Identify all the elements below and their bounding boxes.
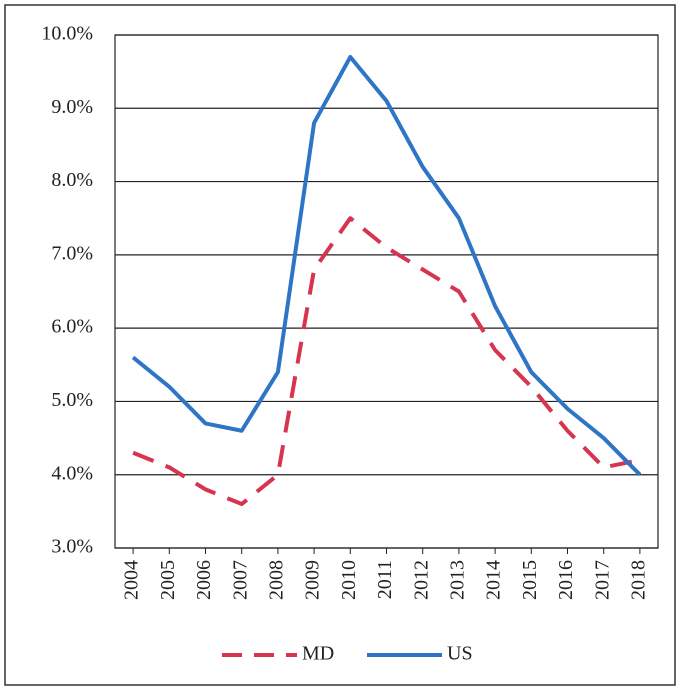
x-tick-label: 2016 [555, 560, 577, 600]
y-tick-label: 3.0% [51, 536, 93, 558]
x-tick-label: 2015 [519, 560, 541, 600]
y-tick-label: 9.0% [51, 96, 93, 118]
legend-label: US [447, 643, 473, 665]
x-tick-label: 2011 [374, 560, 396, 599]
x-tick-label: 2006 [193, 560, 215, 600]
y-tick-label: 10.0% [41, 23, 93, 45]
plot-border [114, 34, 659, 549]
x-tick-label: 2018 [627, 560, 649, 600]
frame [4, 4, 676, 686]
x-tick-label: 2012 [410, 560, 432, 600]
legend-label: MD [302, 643, 334, 665]
y-tick-label: 7.0% [51, 242, 93, 264]
y-tick-label: 4.0% [51, 462, 93, 484]
y-tick-label: 6.0% [51, 316, 93, 338]
series-line [132, 216, 641, 507]
y-tick-label: 8.0% [51, 169, 93, 191]
x-tick-label: 2004 [121, 560, 143, 600]
x-tick-label: 2013 [446, 560, 468, 600]
x-tick-label: 2010 [338, 560, 360, 600]
x-tick-label: 2014 [483, 560, 505, 600]
x-tick-label: 2008 [265, 560, 287, 600]
x-tick-label: 2017 [591, 560, 613, 600]
x-tick-label: 2007 [229, 560, 251, 600]
y-tick-label: 5.0% [51, 389, 93, 411]
series-line [131, 54, 642, 477]
x-tick-label: 2005 [157, 560, 179, 600]
x-tick-label: 2009 [302, 560, 324, 600]
